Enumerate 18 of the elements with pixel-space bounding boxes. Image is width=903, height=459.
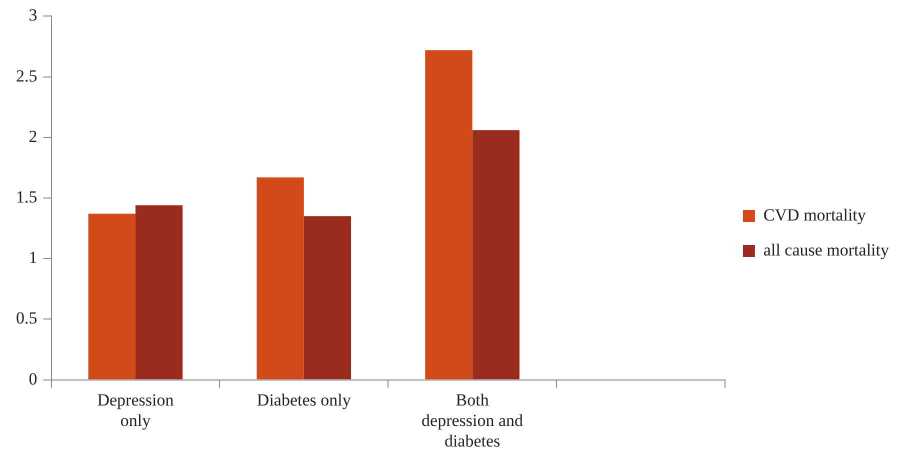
x-tick-label: Diabetes only — [256, 390, 352, 410]
y-tick-label: 1.5 — [16, 187, 38, 206]
y-tick-label: 3 — [28, 6, 38, 25]
bar — [88, 214, 136, 380]
y-tick-label: 0.5 — [16, 308, 38, 328]
bar — [135, 205, 183, 380]
legend-label: CVD mortality — [763, 205, 866, 224]
y-tick-label: 1 — [28, 248, 38, 268]
bar — [256, 177, 304, 380]
x-tick-label: Both depression and diabetes — [422, 390, 524, 450]
bar — [472, 130, 520, 380]
y-tick-label: 2 — [28, 126, 38, 146]
y-tick-label: 0 — [28, 369, 38, 388]
y-tick-label: 2.5 — [16, 66, 38, 86]
bar — [304, 216, 352, 380]
bar — [425, 50, 472, 380]
legend-label: all cause mortality — [763, 240, 890, 260]
x-tick-label: Depression only — [97, 390, 174, 430]
